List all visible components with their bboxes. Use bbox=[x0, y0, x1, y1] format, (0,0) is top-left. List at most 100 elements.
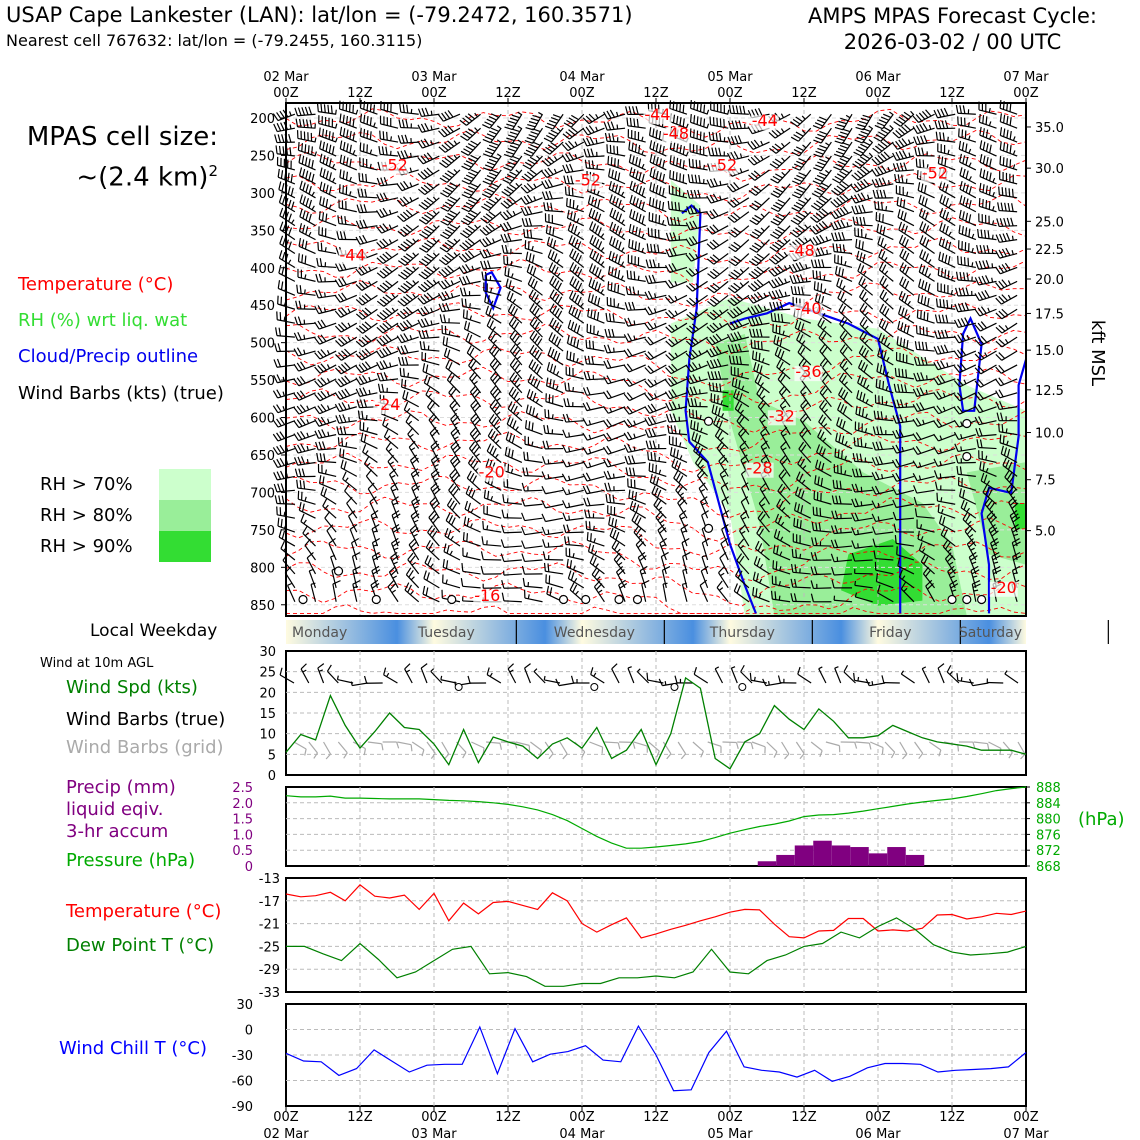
isotherm-line bbox=[285, 475, 1027, 518]
wind-barb bbox=[608, 250, 626, 268]
wind-barb bbox=[422, 585, 440, 603]
wind-barb bbox=[816, 444, 832, 463]
precip-tick-label: 2.0 bbox=[232, 797, 253, 812]
wind-barb bbox=[719, 468, 729, 491]
wind-barb bbox=[328, 537, 337, 561]
grid-wind-barb bbox=[958, 741, 976, 749]
calm-wind-marker bbox=[976, 594, 987, 605]
wind-barb bbox=[503, 139, 523, 158]
wind-barb bbox=[607, 281, 626, 296]
wind-barb bbox=[772, 560, 791, 575]
wind-barb bbox=[834, 127, 853, 145]
wind-barb bbox=[942, 539, 956, 561]
wind-barb bbox=[388, 565, 399, 589]
wind-barb bbox=[424, 555, 440, 575]
wind-barb bbox=[791, 183, 812, 199]
wind-barb bbox=[685, 266, 708, 277]
wind-barb bbox=[541, 513, 564, 523]
wind-barb bbox=[448, 385, 461, 408]
wind-barb bbox=[875, 212, 894, 227]
wind-barb bbox=[800, 399, 812, 422]
wind-barb bbox=[605, 312, 626, 324]
wind-barb bbox=[376, 307, 399, 321]
precip-tick-label: 2.5 bbox=[232, 781, 253, 796]
wind-barb bbox=[294, 468, 316, 478]
calm-wind-marker bbox=[703, 416, 714, 426]
wind-barb bbox=[748, 328, 770, 338]
date-label-bottom: 05 Mar bbox=[707, 1127, 753, 1140]
wind-barb bbox=[442, 558, 461, 575]
wind-barb bbox=[623, 418, 646, 428]
wind-barb bbox=[608, 180, 626, 199]
wind-barb bbox=[549, 303, 564, 324]
wind-barb bbox=[899, 276, 915, 296]
cell-size-line2: ~(2.4 km)2 bbox=[20, 154, 218, 195]
wind-barb bbox=[355, 348, 378, 361]
wind-barb bbox=[665, 308, 688, 319]
wind-barb bbox=[964, 524, 977, 547]
height-tick-label: 7.5 bbox=[1035, 474, 1056, 489]
wind-barb bbox=[542, 539, 564, 548]
wind-barb bbox=[919, 221, 935, 241]
wind-barb bbox=[450, 440, 461, 463]
wind-barb bbox=[408, 538, 420, 561]
wind-barb bbox=[727, 135, 749, 146]
wind-barb bbox=[855, 405, 873, 422]
grid-wind-barb bbox=[426, 741, 436, 759]
wind-barb bbox=[359, 157, 378, 171]
wind-barb bbox=[352, 579, 361, 602]
wind-barb bbox=[440, 182, 461, 198]
wind-barb bbox=[749, 239, 770, 253]
isotherm-line bbox=[285, 345, 1027, 389]
wind-barb bbox=[419, 224, 440, 239]
wind-barb bbox=[872, 426, 894, 436]
wind-barb bbox=[547, 346, 564, 366]
wind-barb bbox=[685, 349, 708, 361]
wind-barb bbox=[871, 165, 894, 177]
grid-wind-barb bbox=[899, 741, 908, 760]
wind-barb bbox=[892, 444, 915, 454]
wind-barb bbox=[644, 416, 667, 427]
wind-barb bbox=[974, 378, 997, 388]
grid-wind-barb bbox=[411, 741, 425, 757]
wind-barb bbox=[677, 496, 688, 519]
wind-barb bbox=[858, 345, 874, 366]
wind-barb bbox=[582, 446, 605, 455]
wind-barb bbox=[700, 496, 709, 519]
calm-wind-marker bbox=[447, 594, 457, 605]
wind-barb bbox=[593, 580, 605, 603]
wind-barb bbox=[438, 140, 461, 153]
wind-barb bbox=[850, 178, 873, 193]
wind-barb bbox=[332, 580, 341, 602]
wind-barb bbox=[607, 505, 626, 519]
wind-barb bbox=[834, 113, 853, 131]
wind-barb bbox=[417, 306, 440, 317]
isotherm-line bbox=[286, 604, 1027, 614]
pressure-tick-label: 300 bbox=[250, 187, 275, 202]
wind-barb bbox=[272, 431, 296, 442]
precip-bar bbox=[850, 847, 869, 866]
legend-wind-barbs: Wind Barbs (kts) (true) bbox=[18, 383, 224, 404]
wind-barb bbox=[912, 473, 935, 482]
wind-barb bbox=[912, 445, 935, 456]
wind-barb bbox=[346, 496, 358, 519]
wind-barb bbox=[686, 189, 708, 199]
wind-barb bbox=[500, 539, 522, 548]
wind-barb bbox=[748, 266, 770, 280]
wind-barb bbox=[439, 314, 460, 324]
wind-barb bbox=[851, 483, 873, 493]
chill-tick-label: -90 bbox=[232, 1100, 253, 1115]
wind-barb bbox=[891, 138, 915, 150]
precip-bar bbox=[757, 861, 777, 866]
wind-barb bbox=[644, 306, 667, 316]
wind-barb bbox=[419, 341, 440, 352]
wind-barb bbox=[959, 181, 977, 199]
wind-barb bbox=[957, 255, 976, 269]
grid-wind-barb bbox=[781, 741, 790, 760]
wind-barb bbox=[525, 404, 543, 422]
surface-wind-barb bbox=[921, 666, 930, 684]
wind-barb bbox=[995, 336, 1018, 348]
wind-barb bbox=[853, 437, 873, 450]
wind-barb bbox=[459, 112, 481, 126]
wind-barb bbox=[917, 293, 935, 310]
